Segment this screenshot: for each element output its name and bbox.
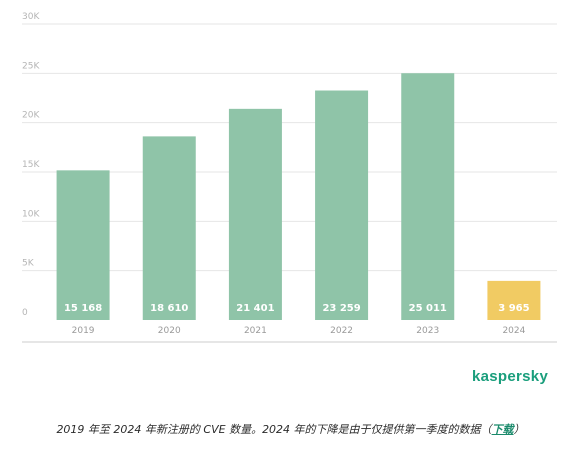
value-labels: 15 168 18 610 21 401 23 259 25 011 3 965 bbox=[64, 303, 530, 314]
download-link[interactable]: 下载 bbox=[491, 423, 514, 436]
x-tick-label: 2021 bbox=[244, 326, 267, 336]
bar bbox=[142, 136, 196, 320]
y-tick-label: 0 bbox=[22, 308, 28, 318]
x-axis-ticks: 2019 2020 2021 2022 2023 2024 bbox=[22, 326, 557, 343]
bars bbox=[56, 73, 541, 321]
y-axis-ticks: 0 5K 10K 15K 20K 25K 30K bbox=[22, 12, 40, 318]
bar-value-label: 3 965 bbox=[498, 303, 529, 314]
bar bbox=[315, 90, 369, 320]
x-tick-label: 2020 bbox=[158, 326, 181, 336]
figure-caption: 2019 年至 2024 年新注册的 CVE 数量。2024 年的下降是由于仅提… bbox=[0, 421, 581, 437]
bar-value-label: 18 610 bbox=[150, 303, 188, 314]
y-tick-label: 15K bbox=[22, 160, 40, 170]
bar-chart: 0 5K 10K 15K 20K 25K 30K 15 168 18 610 21 401 23 … bbox=[22, 12, 557, 343]
kaspersky-logo: kaspersky bbox=[472, 368, 549, 385]
caption-suffix: ） bbox=[513, 423, 525, 436]
bar-value-label: 21 401 bbox=[236, 303, 274, 314]
bar bbox=[401, 73, 455, 321]
y-tick-label: 20K bbox=[22, 111, 40, 121]
y-tick-label: 25K bbox=[22, 61, 40, 71]
bar-value-label: 23 259 bbox=[322, 303, 360, 314]
y-tick-label: 10K bbox=[22, 209, 40, 219]
bar bbox=[228, 108, 282, 320]
bar bbox=[56, 170, 110, 320]
x-tick-label: 2023 bbox=[416, 326, 439, 336]
gridlines bbox=[22, 23, 557, 272]
caption-text: 2019 年至 2024 年新注册的 CVE 数量。2024 年的下降是由于仅提… bbox=[56, 423, 492, 436]
y-tick-label: 30K bbox=[22, 12, 40, 22]
x-tick-label: 2024 bbox=[502, 326, 525, 336]
y-tick-label: 5K bbox=[22, 259, 35, 269]
x-tick-label: 2022 bbox=[330, 326, 353, 336]
bar-value-label: 25 011 bbox=[409, 303, 447, 314]
bar bbox=[487, 280, 541, 320]
bar-value-label: 15 168 bbox=[64, 303, 102, 314]
x-tick-label: 2019 bbox=[72, 326, 95, 336]
